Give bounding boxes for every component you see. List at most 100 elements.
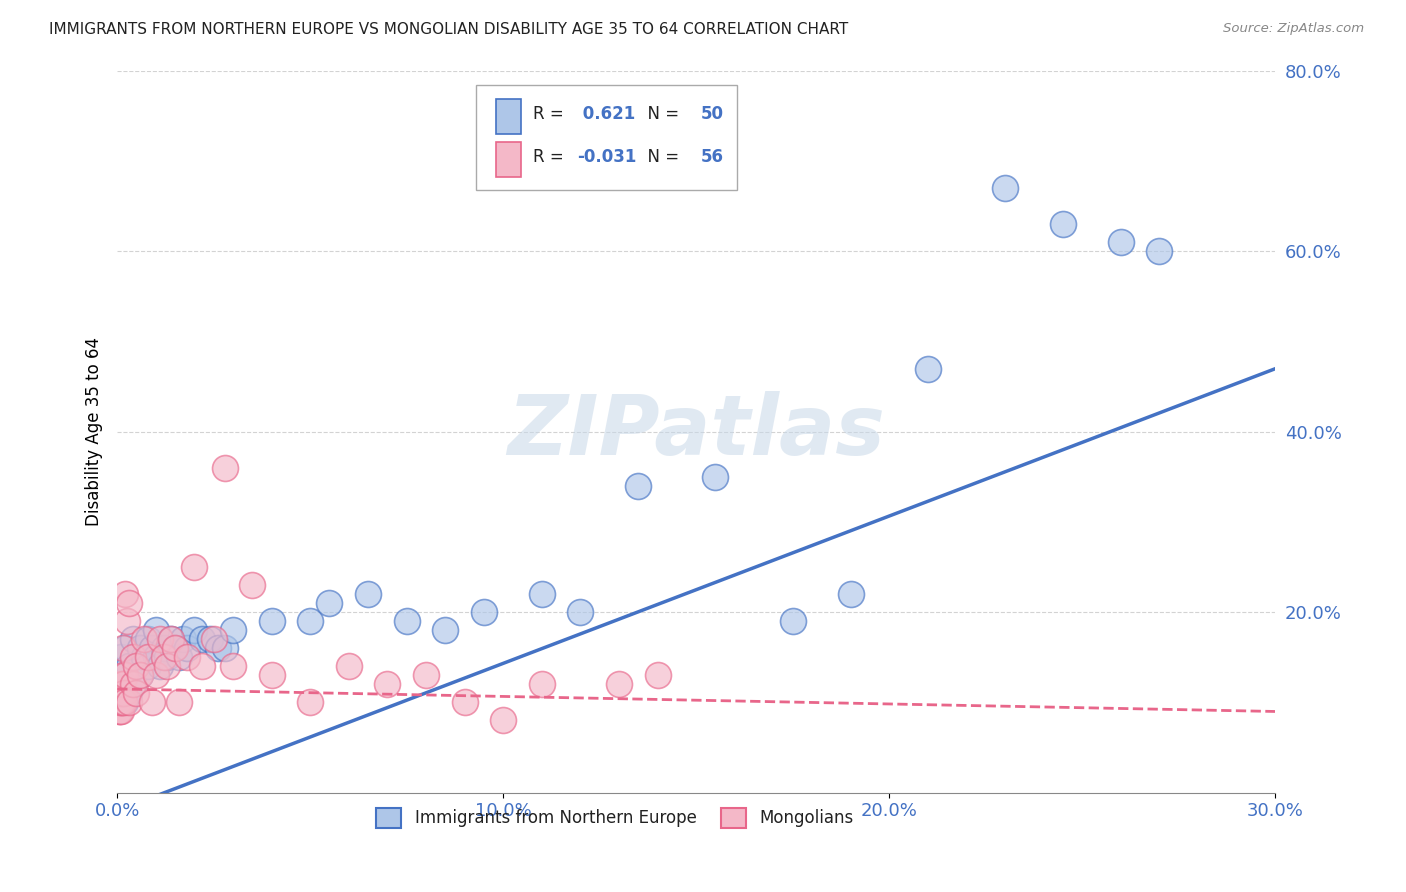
Point xyxy=(198,632,221,647)
Point xyxy=(183,560,205,574)
Point xyxy=(191,632,214,647)
Point xyxy=(115,614,138,628)
Point xyxy=(107,705,129,719)
Point xyxy=(111,668,134,682)
Point xyxy=(176,650,198,665)
Point xyxy=(191,659,214,673)
Point xyxy=(704,470,727,484)
Point xyxy=(222,659,245,673)
Text: ZIPatlas: ZIPatlas xyxy=(508,392,886,473)
Point xyxy=(917,361,939,376)
Point xyxy=(240,578,263,592)
Point xyxy=(111,686,134,700)
Point xyxy=(110,705,132,719)
Point xyxy=(114,587,136,601)
Point xyxy=(125,686,148,700)
Point xyxy=(121,677,143,691)
Point xyxy=(121,650,143,665)
Point xyxy=(118,659,141,673)
Point xyxy=(472,605,495,619)
Point xyxy=(107,696,129,710)
Text: R =: R = xyxy=(533,105,569,123)
Point xyxy=(156,659,179,673)
Point xyxy=(207,641,229,656)
Point xyxy=(994,181,1017,195)
Text: -0.031: -0.031 xyxy=(576,148,637,166)
Point xyxy=(110,686,132,700)
Y-axis label: Disability Age 35 to 64: Disability Age 35 to 64 xyxy=(86,337,103,526)
Point xyxy=(118,596,141,610)
Point xyxy=(112,696,135,710)
Point xyxy=(110,677,132,691)
Point xyxy=(111,696,134,710)
Point xyxy=(395,614,418,628)
Point xyxy=(114,696,136,710)
Point xyxy=(118,686,141,700)
Point xyxy=(118,696,141,710)
Text: 50: 50 xyxy=(700,105,724,123)
Point xyxy=(121,632,143,647)
Point xyxy=(114,668,136,682)
Point xyxy=(627,479,650,493)
Point xyxy=(299,614,322,628)
Point xyxy=(165,641,187,656)
Point xyxy=(167,696,190,710)
Point xyxy=(530,677,553,691)
Point xyxy=(415,668,437,682)
Point xyxy=(110,677,132,691)
Point xyxy=(202,632,225,647)
Point xyxy=(152,650,174,665)
Point xyxy=(377,677,399,691)
Point xyxy=(149,659,172,673)
Point xyxy=(607,677,630,691)
Point xyxy=(183,624,205,638)
Point xyxy=(1052,218,1074,232)
Text: N =: N = xyxy=(637,105,685,123)
Point xyxy=(108,696,131,710)
Point xyxy=(160,632,183,647)
Point xyxy=(1149,244,1171,259)
Legend: Immigrants from Northern Europe, Mongolians: Immigrants from Northern Europe, Mongoli… xyxy=(370,801,860,835)
Point xyxy=(782,614,804,628)
Point xyxy=(222,624,245,638)
Point xyxy=(152,641,174,656)
Point xyxy=(176,641,198,656)
Point xyxy=(165,641,187,656)
Text: 56: 56 xyxy=(700,148,724,166)
Text: R =: R = xyxy=(533,148,569,166)
Point xyxy=(145,650,167,665)
Text: Source: ZipAtlas.com: Source: ZipAtlas.com xyxy=(1223,22,1364,36)
Point xyxy=(1109,235,1132,250)
Point xyxy=(214,461,236,475)
Point xyxy=(839,587,862,601)
Point xyxy=(129,668,152,682)
Point xyxy=(134,650,156,665)
Point xyxy=(114,641,136,656)
Point xyxy=(129,668,152,682)
Point xyxy=(145,668,167,682)
Point xyxy=(647,668,669,682)
Point xyxy=(112,686,135,700)
Point xyxy=(110,696,132,710)
Point xyxy=(136,650,159,665)
Point xyxy=(160,632,183,647)
Point xyxy=(134,632,156,647)
Point xyxy=(141,641,163,656)
Point xyxy=(434,624,457,638)
Text: 0.621: 0.621 xyxy=(576,105,636,123)
Point xyxy=(108,696,131,710)
Point xyxy=(260,668,283,682)
Point xyxy=(172,632,194,647)
Point xyxy=(453,696,475,710)
Point xyxy=(110,650,132,665)
Point xyxy=(136,632,159,647)
FancyBboxPatch shape xyxy=(496,143,522,178)
Point xyxy=(299,696,322,710)
Point xyxy=(141,696,163,710)
Point xyxy=(114,668,136,682)
Point xyxy=(136,659,159,673)
Point xyxy=(569,605,592,619)
Point xyxy=(167,650,190,665)
Point xyxy=(121,677,143,691)
Text: IMMIGRANTS FROM NORTHERN EUROPE VS MONGOLIAN DISABILITY AGE 35 TO 64 CORRELATION: IMMIGRANTS FROM NORTHERN EUROPE VS MONGO… xyxy=(49,22,848,37)
